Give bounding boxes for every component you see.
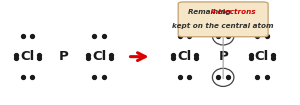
Text: kept on the central atom: kept on the central atom: [172, 23, 274, 29]
FancyBboxPatch shape: [178, 2, 268, 37]
Text: Cl: Cl: [92, 50, 106, 63]
Text: Cl: Cl: [177, 50, 191, 63]
Text: 4 electrons: 4 electrons: [210, 9, 256, 15]
Text: P: P: [218, 50, 228, 63]
Text: Cl: Cl: [255, 50, 269, 63]
Text: Cl: Cl: [20, 50, 35, 63]
Text: P: P: [58, 50, 68, 63]
Text: Remaining: Remaining: [188, 9, 233, 15]
